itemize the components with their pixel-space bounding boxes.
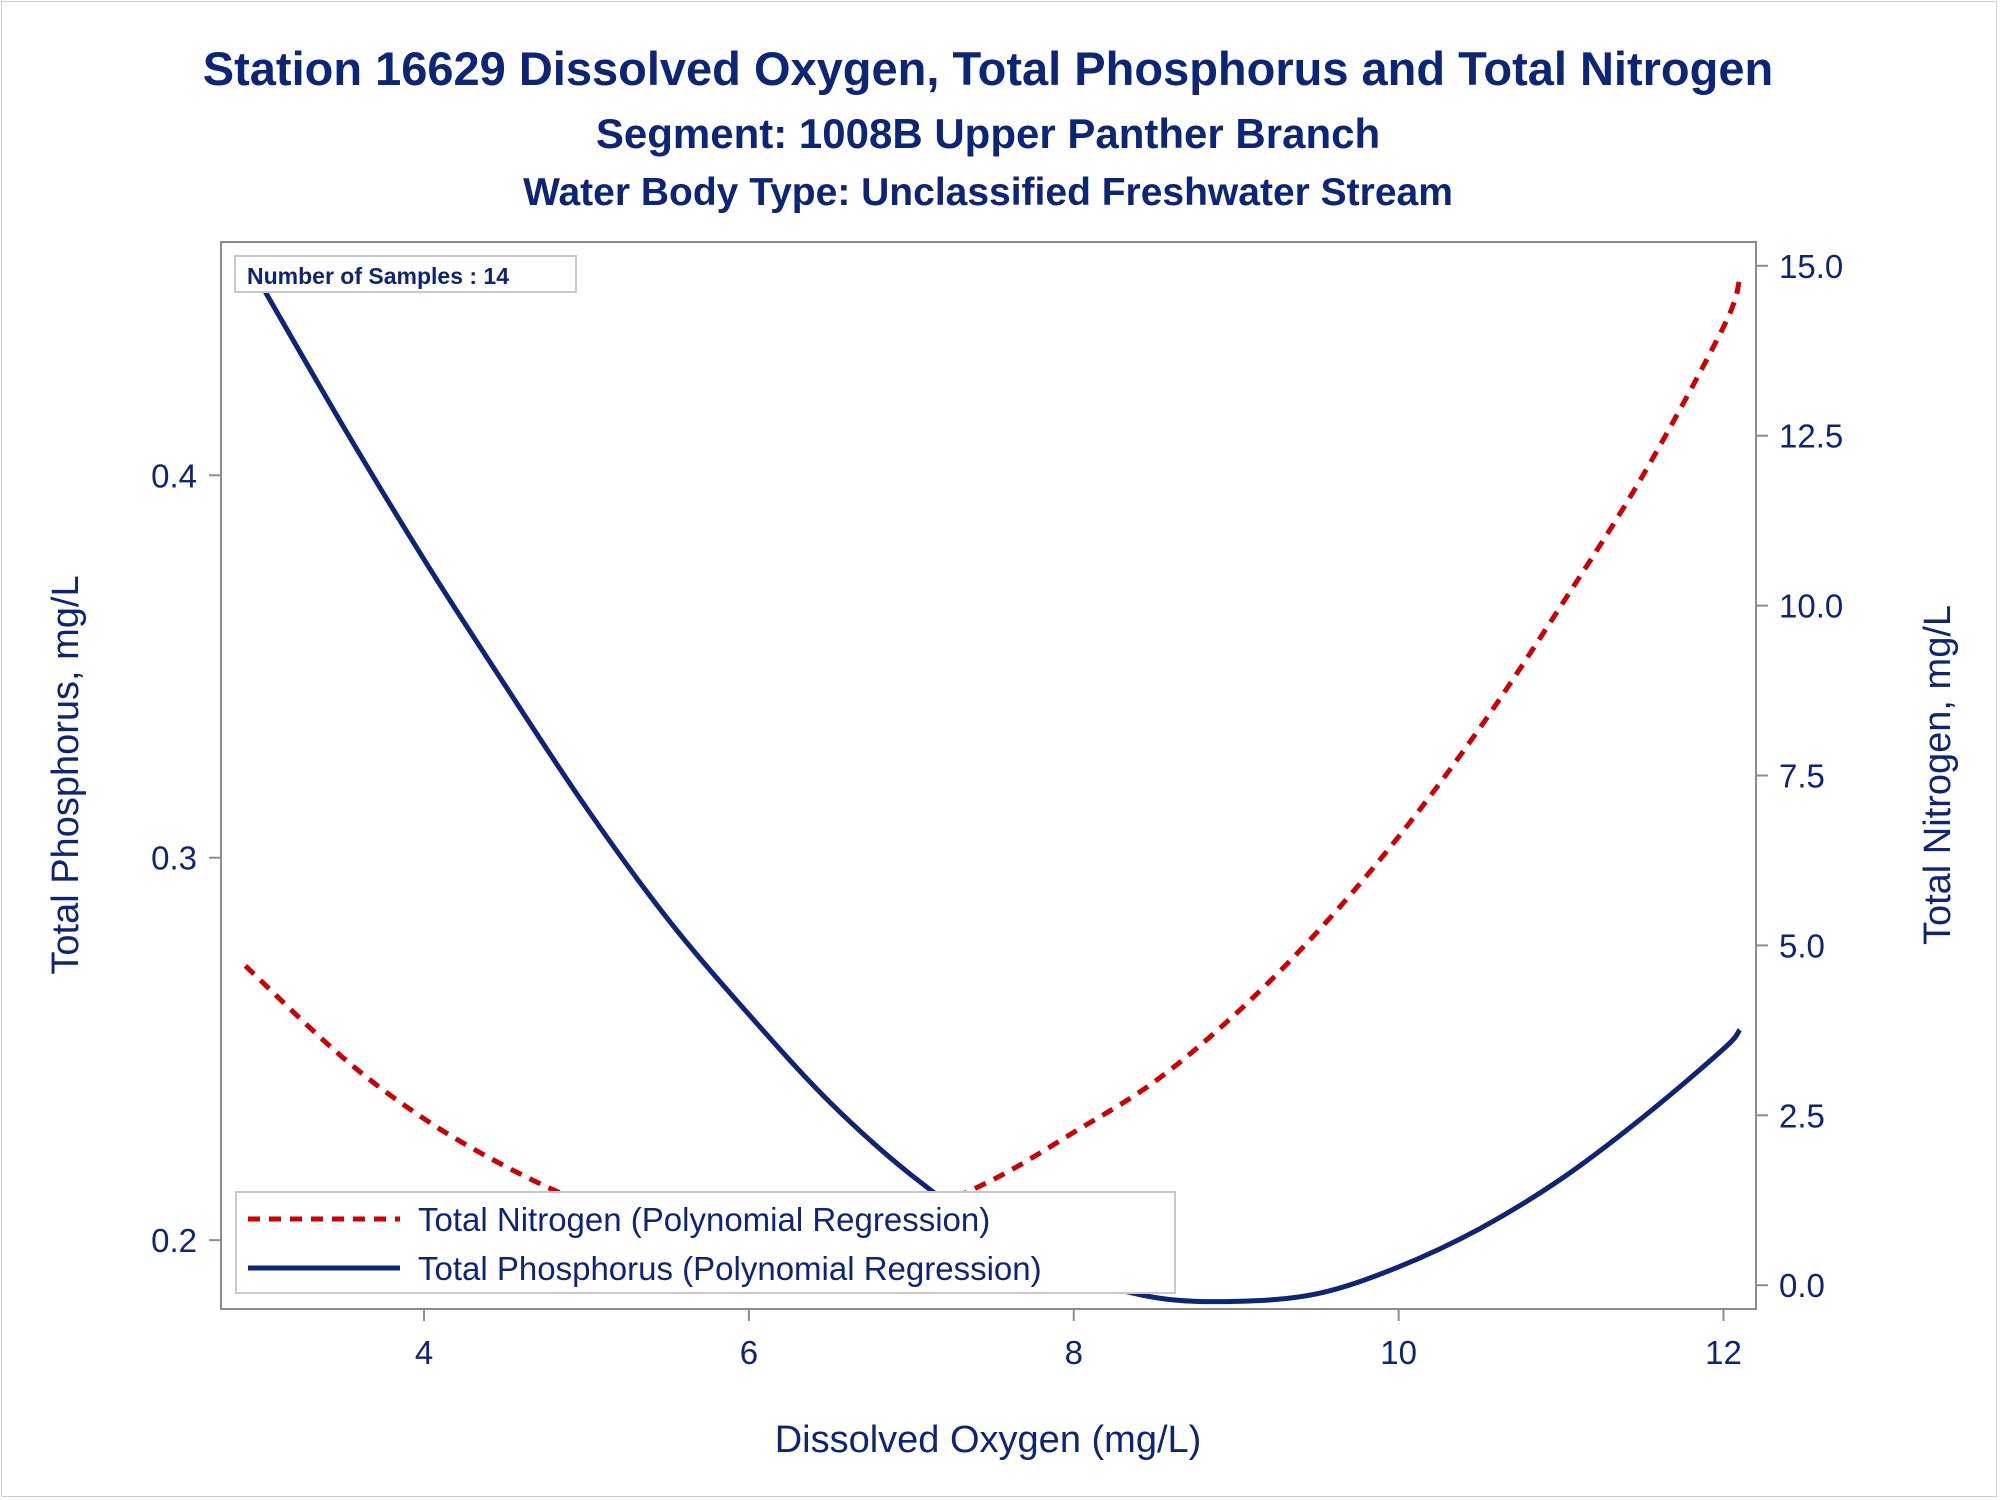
y-right-tick-label: 15.0	[1779, 248, 1843, 285]
phosphorus-curve	[243, 256, 1742, 1305]
x-tick-label: 4	[415, 1334, 433, 1371]
y-right-tick-label: 0.0	[1779, 1267, 1825, 1304]
y-right-tick-label: 5.0	[1779, 927, 1825, 964]
chart-subtitle: Segment: 1008B Upper Panther Branch	[596, 110, 1380, 157]
y-axis-left: 0.2 0.3 0.4	[151, 457, 221, 1259]
chart-subtitle-2: Water Body Type: Unclassified Freshwater…	[523, 171, 1453, 214]
x-tick-label: 6	[740, 1334, 758, 1371]
y-axis-right-label: Total Nitrogen, mg/L	[1917, 605, 1959, 945]
y-right-tick-label: 10.0	[1779, 588, 1843, 625]
y-right-tick-label: 12.5	[1779, 418, 1843, 455]
legend-label-phosphorus: Total Phosphorus (Polynomial Regression)	[418, 1250, 1042, 1287]
nitrogen-curve	[243, 278, 1743, 1240]
x-axis-label: Dissolved Oxygen (mg/L)	[775, 1419, 1202, 1461]
y-right-tick-label: 7.5	[1779, 758, 1825, 795]
legend-label-nitrogen: Total Nitrogen (Polynomial Regression)	[418, 1201, 990, 1238]
x-tick-label: 10	[1380, 1334, 1417, 1371]
sample-count-box	[234, 255, 577, 293]
series-layer	[243, 256, 1743, 1305]
sample-count-annotation: Number of Samples : 14	[247, 263, 509, 289]
x-tick-label: 8	[1065, 1334, 1083, 1371]
y-axis-left-label: Total Phosphorus, mg/L	[45, 575, 87, 974]
y-left-tick-label: 0.3	[151, 840, 197, 877]
y-left-tick-label: 0.4	[151, 457, 197, 494]
legend	[235, 1191, 1176, 1294]
plot-area	[220, 241, 1757, 1310]
chart-title: Station 16629 Dissolved Oxygen, Total Ph…	[203, 42, 1773, 95]
y-left-tick-label: 0.2	[151, 1222, 197, 1259]
x-axis: 4 6 8 10 12	[415, 1309, 1742, 1371]
y-axis-right: 0.0 2.5 5.0 7.5 10.0 12.5 15.0	[1756, 248, 1843, 1304]
y-right-tick-label: 2.5	[1779, 1097, 1825, 1134]
x-tick-label: 12	[1705, 1334, 1742, 1371]
